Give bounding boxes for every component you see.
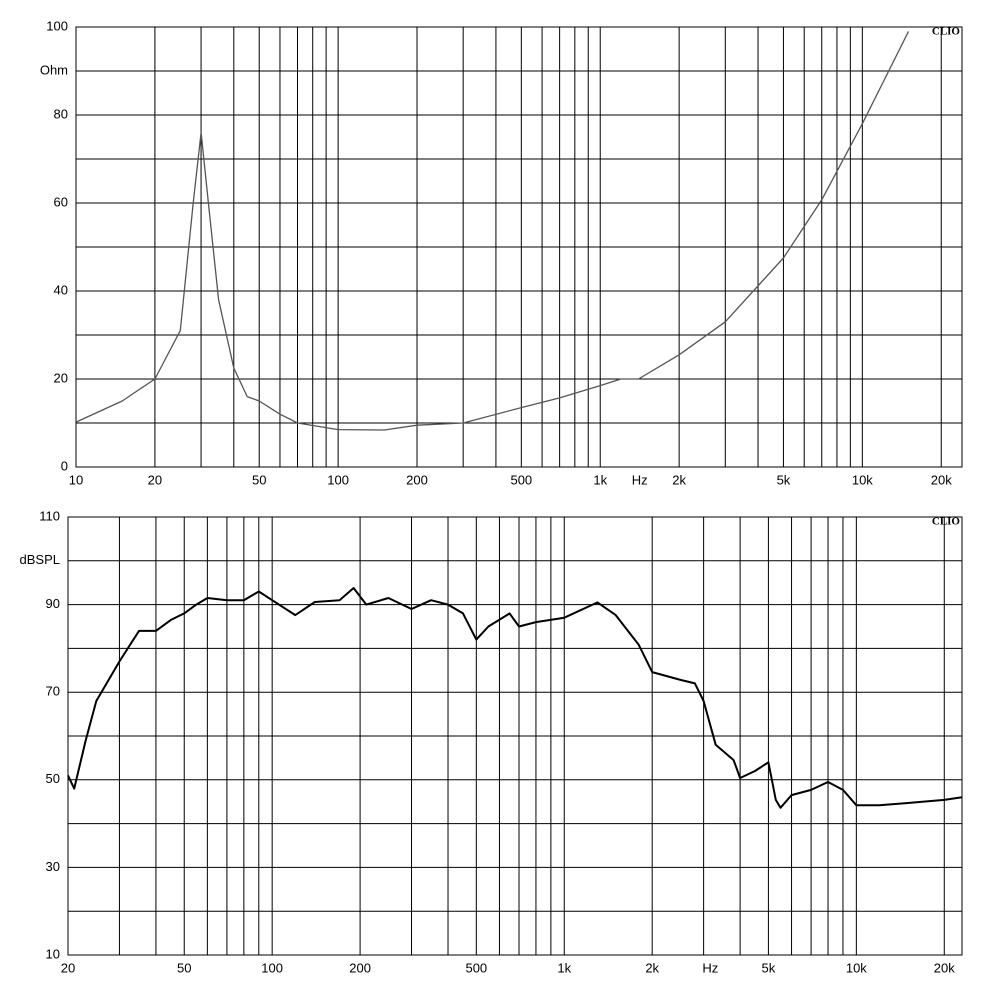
x-tick-label: 500	[510, 472, 532, 487]
x-tick-label: 5k	[777, 472, 791, 487]
data-line	[67, 587, 963, 809]
x-tick-label: 100	[327, 472, 349, 487]
annotation: CLIO	[932, 516, 961, 528]
y-tick-label: 20	[54, 370, 68, 385]
y-tick-label: 110	[39, 508, 60, 523]
x-tick-label: 20k	[931, 472, 952, 487]
y-tick-label: 30	[46, 859, 60, 874]
x-tick-label: 20k	[934, 960, 955, 975]
y-tick-label: 90	[46, 596, 60, 611]
data-line	[75, 31, 910, 431]
x-axis-label: Hz	[632, 472, 648, 487]
y-tick-label: 70	[46, 684, 60, 699]
annotation: CLIO	[932, 26, 961, 38]
y-tick-label: 0	[61, 458, 68, 473]
x-tick-label: 500	[465, 960, 487, 975]
x-tick-label: 50	[177, 960, 191, 975]
x-tick-label: 2k	[672, 472, 686, 487]
y-tick-label: 40	[54, 282, 68, 297]
y-tick-label: 60	[54, 194, 68, 209]
x-axis-label: Hz	[702, 960, 718, 975]
x-tick-label: 50	[252, 472, 266, 487]
x-tick-label: 20	[148, 472, 162, 487]
y-tick-label: 100	[46, 18, 68, 33]
y-tick-label: 80	[54, 106, 68, 121]
y-tick-label: 50	[46, 771, 60, 786]
x-tick-label: 2k	[645, 960, 659, 975]
x-tick-label: 10	[69, 472, 83, 487]
x-tick-label: 100	[261, 960, 283, 975]
x-tick-label: 1k	[593, 472, 607, 487]
x-tick-label: 200	[349, 960, 371, 975]
x-tick-label: 200	[406, 472, 428, 487]
y-tick-label: Ohm	[40, 62, 68, 77]
x-tick-label: 20	[61, 960, 75, 975]
x-tick-label: 10k	[846, 960, 867, 975]
y-tick-label: dBSPL	[20, 552, 60, 567]
x-tick-label: 5k	[762, 960, 776, 975]
x-tick-label: 10k	[852, 472, 873, 487]
x-tick-label: 1k	[557, 960, 571, 975]
y-tick-label: 10	[46, 946, 60, 961]
